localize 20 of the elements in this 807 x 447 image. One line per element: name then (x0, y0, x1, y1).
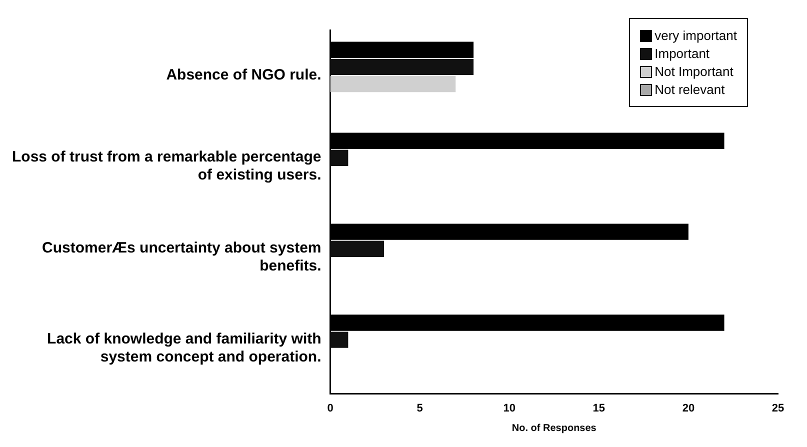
legend-label: very important (654, 28, 737, 43)
y-tick-label: Loss of trust from a remarkable percentage of existing users. (12, 148, 322, 184)
bar (330, 332, 348, 348)
y-tick-label: Lack of knowledge and familiarity with system concept and operation. (47, 330, 322, 366)
x-tick-label: 5 (416, 402, 423, 414)
x-tick-label: 25 (772, 402, 784, 414)
x-tick-label: 0 (327, 402, 334, 414)
bar (330, 58, 474, 76)
legend-label: Not relevant (654, 82, 725, 97)
legend-label: Not Important (654, 64, 734, 79)
y-tick-label: CustomerÆs uncertainty about system benefits. (42, 240, 322, 275)
x-tick-label: 15 (592, 402, 606, 414)
x-axis-title: No. of Responses (512, 422, 597, 434)
x-tick-label: 20 (682, 402, 695, 414)
x-tick-label: 10 (503, 402, 516, 414)
bar (330, 240, 384, 257)
bar (330, 76, 456, 92)
legend-label: Important (654, 46, 710, 61)
y-tick-label: Absence of NGO rule. (166, 66, 322, 84)
bar (330, 150, 348, 166)
